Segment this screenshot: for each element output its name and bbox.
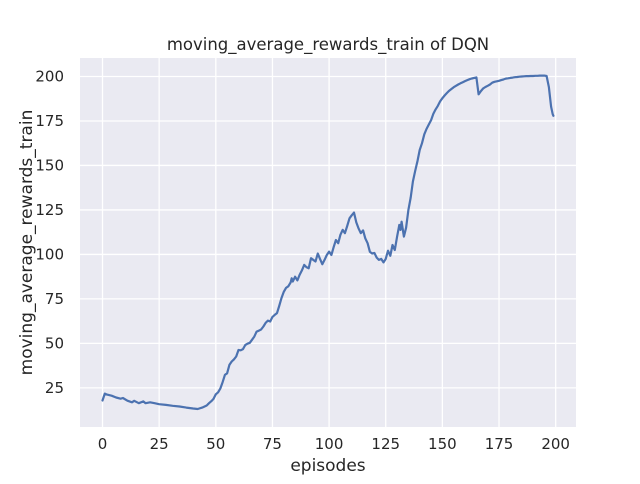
x-tick-label: 175 — [485, 435, 514, 453]
x-tick-label: 100 — [315, 435, 344, 453]
y-tick-labels: 25 50 75 100 125 150 175 200 — [35, 68, 64, 397]
x-tick-label: 150 — [428, 435, 457, 453]
dqn-series-line — [101, 74, 555, 411]
y-tick-label: 25 — [45, 379, 64, 397]
y-tick-label: 200 — [35, 68, 64, 86]
x-tick-label: 0 — [98, 435, 108, 453]
y-tick-label: 50 — [45, 335, 64, 353]
x-tick-label: 50 — [206, 435, 225, 453]
x-tick-labels: 0 25 50 75 100 125 150 175 200 — [98, 435, 570, 453]
x-tick-label: 75 — [263, 435, 282, 453]
y-tick-label: 175 — [35, 112, 64, 130]
x-tick-label: 200 — [541, 435, 570, 453]
plot-area — [80, 58, 576, 427]
y-axis-label: moving_average_rewards_train — [17, 110, 37, 376]
x-axis-label: episodes — [290, 456, 365, 476]
y-tick-label: 75 — [45, 290, 64, 308]
y-tick-label: 100 — [35, 246, 64, 264]
y-tick-label: 125 — [35, 201, 64, 219]
chart-title: moving_average_rewards_train of DQN — [167, 35, 489, 55]
y-tick-label: 150 — [35, 157, 64, 175]
x-tick-label: 25 — [150, 435, 169, 453]
x-tick-label: 125 — [371, 435, 400, 453]
